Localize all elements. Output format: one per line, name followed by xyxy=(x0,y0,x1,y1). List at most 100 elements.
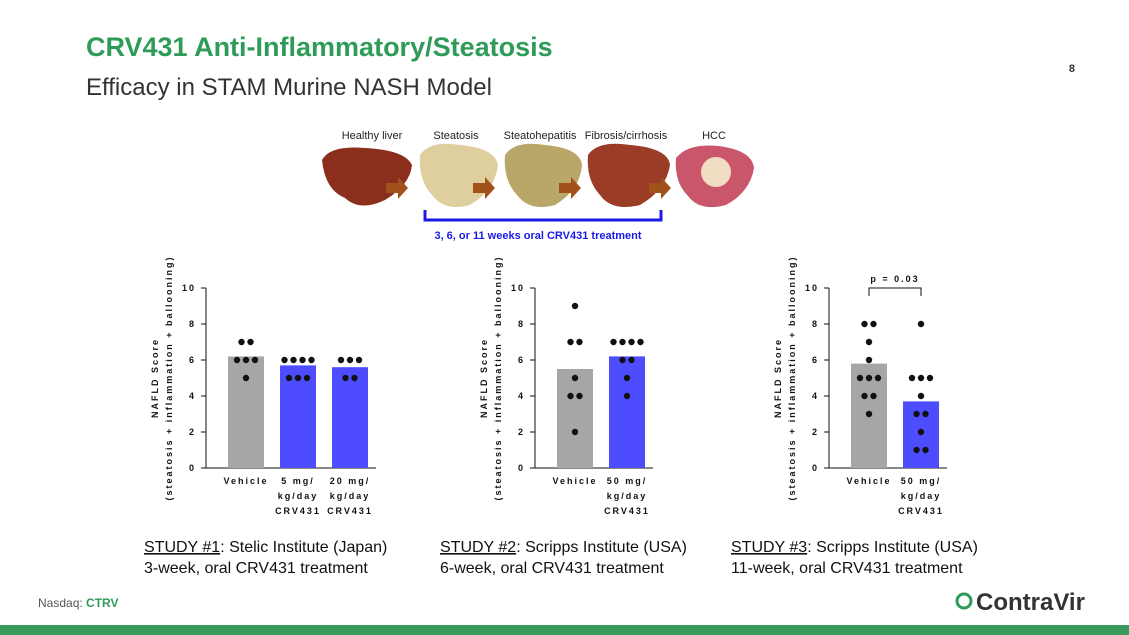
data-point xyxy=(247,338,254,346)
y-tick-label: 10 xyxy=(805,283,819,293)
y-tick-label: 0 xyxy=(812,463,819,473)
data-point xyxy=(623,374,631,382)
stage-label: Healthy liver xyxy=(342,130,403,142)
stage-label: Steatosis xyxy=(433,130,479,142)
data-point xyxy=(865,374,873,382)
study-heading: STUDY #2: Scripps Institute (USA) xyxy=(440,539,687,556)
data-point xyxy=(299,356,306,364)
liver xyxy=(504,143,582,208)
arrow xyxy=(386,177,408,199)
logo: ContraVir xyxy=(976,589,1085,616)
tumor xyxy=(701,157,731,187)
data-point xyxy=(238,338,245,346)
data-point xyxy=(874,374,882,382)
data-point xyxy=(285,374,293,382)
data-point xyxy=(870,392,877,400)
bracket xyxy=(423,210,663,222)
study-site: : Stelic Institute (Japan) xyxy=(220,539,387,556)
liver-diagram xyxy=(322,143,754,222)
study-site: : Scripps Institute (USA) xyxy=(807,539,978,556)
data-point xyxy=(628,338,635,346)
arrow xyxy=(559,177,581,199)
data-point xyxy=(917,428,925,436)
y-tick-label: 4 xyxy=(189,391,196,401)
data-point xyxy=(908,374,916,382)
chart: 0 2 4 6 8 10 NAFLD Score (steatosis + inflammat… xyxy=(479,255,653,516)
x-tick-label: 5 mg/kg/day CRV431 xyxy=(275,476,321,516)
bar xyxy=(609,356,645,468)
y-tick-label: 10 xyxy=(182,283,196,293)
significance-bracket xyxy=(868,287,922,296)
x-tick-label: 20 mg/kg/day CRV431 xyxy=(327,476,373,516)
data-point xyxy=(242,374,250,382)
data-point xyxy=(913,446,920,454)
data-point xyxy=(576,338,583,346)
x-tick-label: 50 mg/kg/day CRV431 xyxy=(898,476,944,516)
data-point xyxy=(303,374,311,382)
data-point xyxy=(294,374,302,382)
y-label: NAFLD Score xyxy=(479,338,489,418)
arrow xyxy=(473,177,495,199)
data-point xyxy=(242,356,250,364)
data-point xyxy=(308,356,315,364)
data-point xyxy=(913,410,920,418)
y-tick-label: 2 xyxy=(812,427,819,437)
footer: Nasdaq: CTRV xyxy=(38,596,118,610)
treatment-label: 3, 6, or 11 weeks oral CRV431 treatment xyxy=(434,230,641,242)
data-point xyxy=(917,392,925,400)
study-label: STUDY #1 xyxy=(144,539,220,556)
y-sublabel: (steatosis + inflammation + ballooning) xyxy=(164,255,174,500)
study-site: : Scripps Institute (USA) xyxy=(516,539,687,556)
data-point xyxy=(619,338,626,346)
data-point xyxy=(637,338,644,346)
y-tick-label: 2 xyxy=(518,427,525,437)
ticker: CTRV xyxy=(86,596,118,610)
x-tick-label: 50 mg/kg/day CRV431 xyxy=(604,476,650,516)
logo-mark xyxy=(955,592,973,610)
data-point xyxy=(917,374,925,382)
y-tick-label: 2 xyxy=(189,427,196,437)
x-tick-label: Vehicle xyxy=(846,476,891,486)
y-tick-label: 10 xyxy=(511,283,525,293)
data-point xyxy=(337,356,345,364)
y-tick-label: 0 xyxy=(518,463,525,473)
study-detail: 11-week, oral CRV431 treatment xyxy=(731,560,963,577)
title: CRV431 Anti-Inflammatory/Steatosis xyxy=(86,32,553,62)
data-point xyxy=(571,374,579,382)
data-point xyxy=(922,410,929,418)
y-tick-label: 6 xyxy=(812,355,819,365)
data-point xyxy=(870,320,877,328)
data-point xyxy=(576,392,583,400)
bar xyxy=(557,369,593,468)
data-point xyxy=(926,374,934,382)
study-detail: 6-week, oral CRV431 treatment xyxy=(440,560,664,577)
exchange: Nasdaq: xyxy=(38,596,86,610)
chart: 0 2 4 6 8 10 NAFLD Score (steatosis + inflammat… xyxy=(773,255,947,516)
bar xyxy=(332,367,368,468)
data-point xyxy=(571,428,579,436)
x-tick-label: Vehicle xyxy=(223,476,268,486)
y-tick-label: 8 xyxy=(812,319,819,329)
arrow xyxy=(649,177,671,199)
bar xyxy=(280,365,316,468)
data-point xyxy=(233,356,241,364)
data-point xyxy=(251,356,259,364)
data-point xyxy=(623,392,631,400)
data-point xyxy=(610,338,617,346)
y-tick-label: 4 xyxy=(518,391,525,401)
study-label: STUDY #3 xyxy=(731,539,807,556)
bar xyxy=(228,356,264,468)
y-tick-label: 6 xyxy=(518,355,525,365)
data-point xyxy=(342,374,349,382)
stage-label: Fibrosis/cirrhosis xyxy=(585,130,668,142)
data-point xyxy=(861,320,868,328)
footer-bar xyxy=(0,625,1129,635)
y-tick-label: 4 xyxy=(812,391,819,401)
y-sublabel: (steatosis + inflammation + ballooning) xyxy=(493,255,503,500)
stage-label: Steatohepatitis xyxy=(504,130,577,142)
y-tick-label: 0 xyxy=(189,463,196,473)
data-point xyxy=(922,446,929,454)
y-tick-label: 8 xyxy=(518,319,525,329)
y-tick-label: 6 xyxy=(189,355,196,365)
